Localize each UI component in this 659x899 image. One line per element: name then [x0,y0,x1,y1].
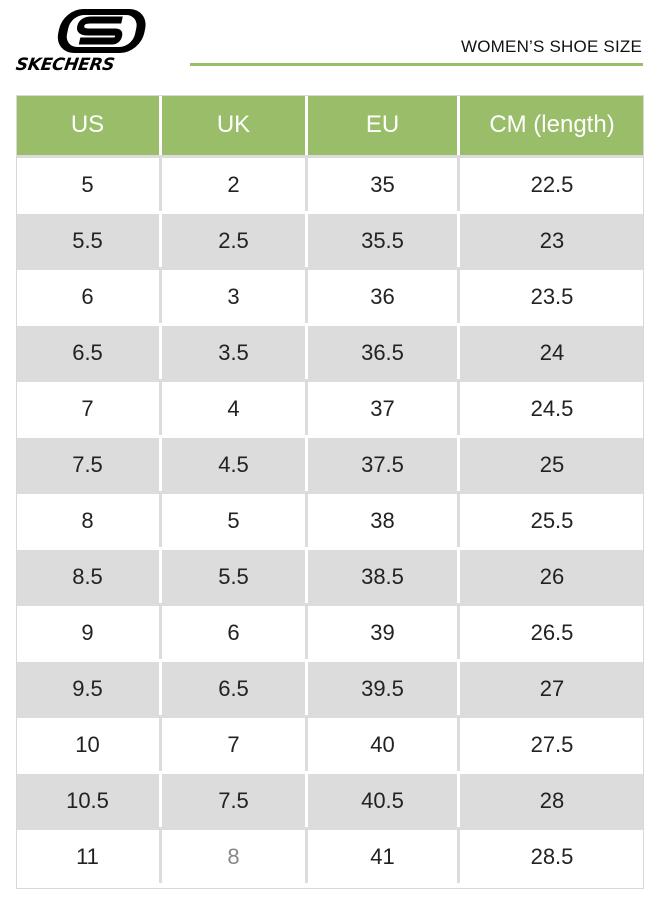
table-row: 6.5 3.5 36.5 24 [16,323,644,379]
eu-cell: 37 [308,379,460,435]
header: SKECHERS WOMEN’S SHOE SIZE [0,0,659,95]
uk-cell: 5.5 [162,547,308,603]
cm-cell: 26 [460,547,644,603]
uk-cell: 7 [162,715,308,771]
uk-cell: 5 [162,491,308,547]
eu-cell: 40 [308,715,460,771]
cm-cell: 27 [460,659,644,715]
us-cell: 6.5 [16,323,162,379]
cm-cell: 24 [460,323,644,379]
eu-cell: 35.5 [308,211,460,267]
eu-cell: 38.5 [308,547,460,603]
table-row: 5 2 35 22.5 [16,155,644,211]
size-chart-table: US UK EU CM (length) 5 2 35 22.5 5.5 2.5 35.5 2… [16,95,644,883]
eu-cell: 36 [308,267,460,323]
cm-cell: 24.5 [460,379,644,435]
cm-cell: 28 [460,771,644,827]
table-row: 7 4 37 24.5 [16,379,644,435]
us-cell: 8.5 [16,547,162,603]
eu-cell: 38 [308,491,460,547]
us-cell: 8 [16,491,162,547]
eu-cell: 40.5 [308,771,460,827]
cm-cell: 25.5 [460,491,644,547]
header-uk: UK [162,95,308,155]
uk-cell: 2.5 [162,211,308,267]
table-row: 10.5 7.5 40.5 28 [16,771,644,827]
table-row: 6 3 36 23.5 [16,267,644,323]
skechers-s-logo-icon [57,9,146,53]
table-row: 5.5 2.5 35.5 23 [16,211,644,267]
page-title: WOMEN’S SHOE SIZE [461,37,642,56]
us-cell: 7.5 [16,435,162,491]
uk-cell: 4 [162,379,308,435]
eu-cell: 36.5 [308,323,460,379]
table-row: 11 8 41 28.5 [16,827,644,883]
us-cell: 9.5 [16,659,162,715]
header-eu: EU [308,95,460,155]
eu-cell: 37.5 [308,435,460,491]
table-row: 7.5 4.5 37.5 25 [16,435,644,491]
us-cell: 10 [16,715,162,771]
logo-wordmark: SKECHERS [14,55,116,75]
eu-cell: 41 [308,827,460,883]
table-row: 9.5 6.5 39.5 27 [16,659,644,715]
eu-cell: 39.5 [308,659,460,715]
us-cell: 5 [16,155,162,211]
us-cell: 11 [16,827,162,883]
us-cell: 7 [16,379,162,435]
uk-cell: 6.5 [162,659,308,715]
cm-cell: 26.5 [460,603,644,659]
uk-cell: 3 [162,267,308,323]
table-row: 9 6 39 26.5 [16,603,644,659]
eu-cell: 35 [308,155,460,211]
header-us: US [16,95,162,155]
cm-cell: 22.5 [460,155,644,211]
cm-cell: 23 [460,211,644,267]
us-cell: 6 [16,267,162,323]
us-cell: 9 [16,603,162,659]
uk-cell: 8 [162,827,308,883]
table-header-row: US UK EU CM (length) [16,95,644,155]
us-cell: 10.5 [16,771,162,827]
title-divider [190,63,643,66]
cm-cell: 28.5 [460,827,644,883]
table-row: 8.5 5.5 38.5 26 [16,547,644,603]
uk-cell: 7.5 [162,771,308,827]
header-cm: CM (length) [460,95,644,155]
uk-cell: 3.5 [162,323,308,379]
us-cell: 5.5 [16,211,162,267]
uk-cell: 6 [162,603,308,659]
table-row: 10 7 40 27.5 [16,715,644,771]
cm-cell: 27.5 [460,715,644,771]
eu-cell: 39 [308,603,460,659]
skechers-logo: SKECHERS [14,6,176,75]
cm-cell: 25 [460,435,644,491]
table-row: 8 5 38 25.5 [16,491,644,547]
uk-cell: 4.5 [162,435,308,491]
cm-cell: 23.5 [460,267,644,323]
uk-cell: 2 [162,155,308,211]
